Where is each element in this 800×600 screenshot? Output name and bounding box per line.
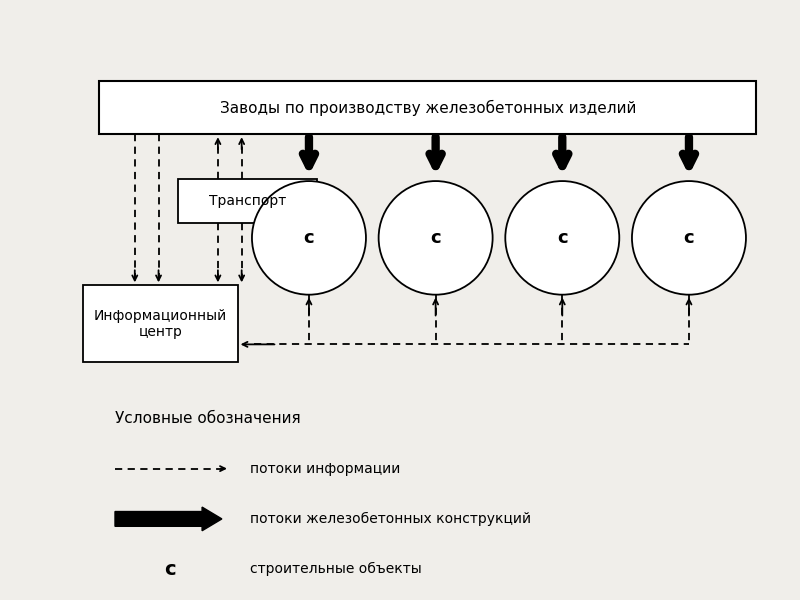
FancyArrow shape	[115, 507, 222, 531]
FancyBboxPatch shape	[83, 285, 238, 362]
Text: потоки железобетонных конструкций: потоки железобетонных конструкций	[250, 512, 530, 526]
FancyBboxPatch shape	[178, 179, 317, 223]
Text: строительные объекты: строительные объекты	[250, 562, 422, 576]
Ellipse shape	[506, 181, 619, 295]
Text: с: с	[684, 229, 694, 247]
Text: с: с	[557, 229, 568, 247]
Ellipse shape	[632, 181, 746, 295]
Text: с: с	[304, 229, 314, 247]
Text: Условные обозначения: Условные обозначения	[115, 411, 301, 426]
Text: Транспорт: Транспорт	[209, 194, 286, 208]
Ellipse shape	[378, 181, 493, 295]
Text: с: с	[430, 229, 441, 247]
Text: потоки информации: потоки информации	[250, 461, 400, 476]
Text: с: с	[165, 560, 176, 579]
Ellipse shape	[252, 181, 366, 295]
Text: Информационный
центр: Информационный центр	[94, 308, 227, 339]
Text: Заводы по производству железобетонных изделий: Заводы по производству железобетонных из…	[219, 100, 636, 116]
FancyBboxPatch shape	[99, 81, 756, 134]
